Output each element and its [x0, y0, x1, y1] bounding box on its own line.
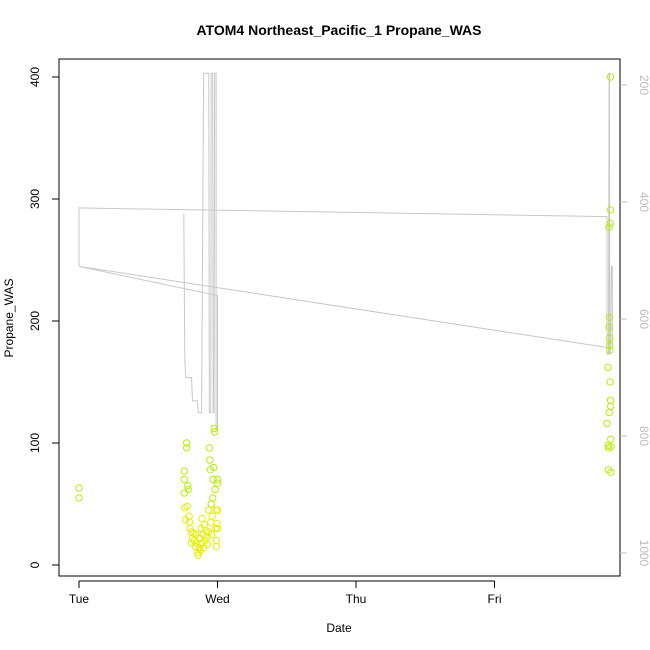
- data-point: [75, 484, 83, 492]
- data-point: [204, 506, 213, 514]
- data-point: [607, 468, 615, 476]
- data-point: [207, 500, 215, 508]
- data-point: [606, 206, 615, 214]
- series-line: [78, 72, 613, 431]
- data-point: [180, 475, 189, 484]
- data-point: [184, 485, 192, 494]
- right-y-tick-label: 600: [637, 309, 650, 329]
- data-point: [607, 435, 615, 443]
- data-point: [205, 444, 214, 452]
- data-point: [206, 456, 214, 464]
- x-axis-label: Date: [326, 621, 352, 635]
- data-point: [181, 516, 190, 524]
- data-point: [213, 479, 222, 487]
- data-point: [605, 223, 613, 231]
- data-point: [180, 489, 189, 497]
- x-axis: Tue Wed Thu Fri: [69, 580, 502, 606]
- data-point: [201, 536, 209, 545]
- data-point: [200, 521, 209, 529]
- data-point: [213, 524, 222, 533]
- data-point: [210, 428, 219, 436]
- y-tick-label: 300: [28, 189, 42, 209]
- data-point: [212, 543, 221, 551]
- data-point: [183, 444, 191, 452]
- data-point: [208, 512, 216, 520]
- y-tick-label: 400: [28, 67, 42, 87]
- data-point: [211, 524, 220, 533]
- data-point: [209, 494, 217, 502]
- data-point: [213, 519, 221, 528]
- right-y-tick-label: 200: [637, 75, 650, 95]
- data-point: [605, 313, 614, 321]
- x-tick-label: Fri: [488, 592, 502, 606]
- y-tick-label: 200: [28, 311, 42, 331]
- y-axis-right: 200 400 600 800 1000: [620, 75, 650, 567]
- series-layer: [75, 72, 615, 559]
- data-point: [180, 467, 189, 475]
- right-y-tick-label: 400: [637, 192, 650, 212]
- data-point: [606, 346, 614, 354]
- data-point: [212, 536, 221, 545]
- data-point: [211, 485, 219, 494]
- data-point: [208, 530, 216, 539]
- y-axis-left: 0 100 200 300 400: [28, 67, 59, 568]
- data-point: [606, 334, 614, 342]
- data-point: [198, 514, 206, 523]
- data-point: [194, 551, 203, 559]
- data-point: [605, 408, 613, 417]
- right-y-tick-label: 1000: [637, 540, 650, 567]
- data-point: [186, 524, 194, 533]
- data-point: [606, 219, 614, 228]
- data-point: [607, 443, 615, 451]
- data-point: [604, 466, 613, 474]
- x-tick-label: Wed: [205, 592, 229, 606]
- data-point: [606, 73, 615, 81]
- data-point: [213, 506, 222, 514]
- data-point: [604, 363, 612, 372]
- y-tick-label: 0: [28, 561, 42, 568]
- data-point: [75, 494, 83, 502]
- data-point: [203, 540, 212, 548]
- data-point: [607, 402, 615, 411]
- data-point: [210, 424, 218, 433]
- data-point: [185, 512, 193, 520]
- data-point: [192, 530, 200, 539]
- data-point: [606, 378, 614, 386]
- data-point: [191, 543, 200, 551]
- data-point: [209, 475, 217, 484]
- data-point: [183, 439, 191, 447]
- data-point: [183, 502, 191, 511]
- y-tick-label: 100: [28, 433, 42, 453]
- right-y-tick-label: 800: [637, 426, 650, 446]
- data-point: [606, 341, 614, 350]
- chart-title: ATOM4 Northeast_Pacific_1 Propane_WAS: [196, 22, 481, 38]
- x-tick-label: Tue: [69, 592, 90, 606]
- y-axis-label: Propane_WAS: [2, 279, 16, 358]
- data-point: [213, 475, 222, 484]
- plot-area: [58, 58, 621, 577]
- data-point: [603, 419, 611, 428]
- data-point: [184, 482, 192, 490]
- data-point: [606, 396, 615, 404]
- data-point: [605, 323, 613, 331]
- x-tick-label: Thu: [346, 592, 367, 606]
- data-point: [210, 463, 218, 472]
- data-point: [207, 518, 215, 526]
